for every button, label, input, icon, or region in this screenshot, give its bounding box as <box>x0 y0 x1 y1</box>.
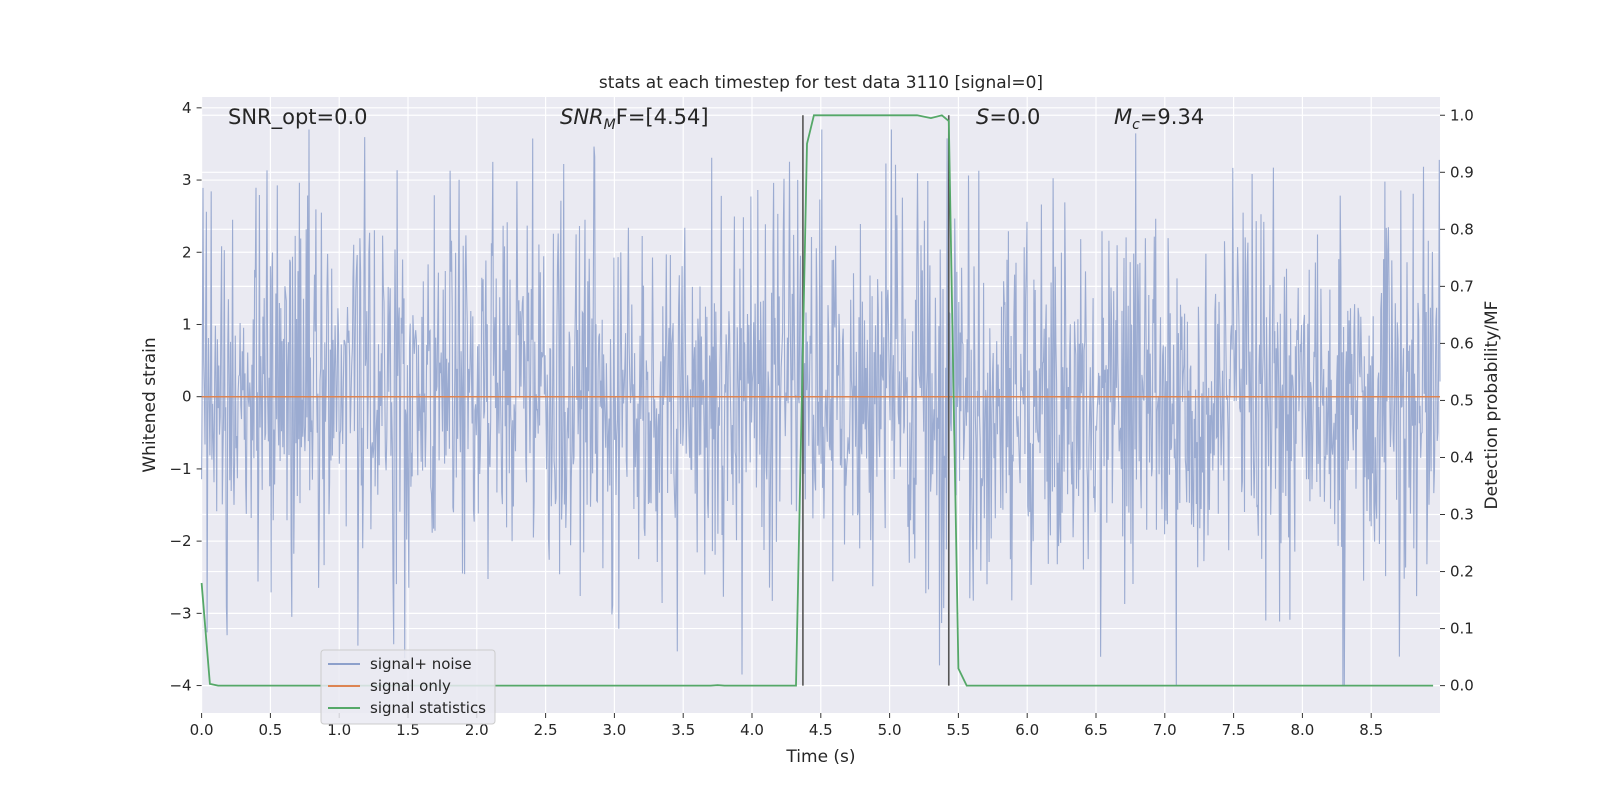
y-right-tick-label: 0.3 <box>1450 506 1474 524</box>
y-axis-right-label: Detection probability/MF <box>1482 301 1502 510</box>
x-tick-label: 6.0 <box>1015 721 1039 739</box>
y-right-tick-label: 0.7 <box>1450 277 1474 295</box>
y-right-tick-label: 0.4 <box>1450 448 1474 466</box>
y-tick-label: −3 <box>169 604 191 622</box>
y-tick-label: 4 <box>182 99 192 117</box>
x-tick-label: 8.0 <box>1290 721 1314 739</box>
annotation-s: S=0.0 <box>976 105 1040 129</box>
legend-label-signal-plus-noise: signal+ noise <box>370 655 472 673</box>
legend-label-signal-only: signal only <box>370 677 451 695</box>
plot-area <box>200 97 1441 713</box>
annotation-mc: Mc=9.34 <box>1114 105 1204 133</box>
y-right-tick-label: 1.0 <box>1450 106 1474 124</box>
x-axis-label: Time (s) <box>785 747 855 767</box>
legend-box <box>320 649 496 725</box>
legend-label-signal-statistics: signal statistics <box>370 699 486 717</box>
y-tick-label: −2 <box>169 532 191 550</box>
signal-plus-noise-line <box>201 129 1441 686</box>
legend: signal+ noise signal only signal statist… <box>320 649 496 725</box>
x-tick-label: 5.0 <box>878 721 902 739</box>
y-tick-label: 1 <box>182 315 192 333</box>
y-right-tick-label: 0.0 <box>1450 677 1474 695</box>
y-right-tick-label: 0.8 <box>1450 220 1474 238</box>
x-tick-label: 0.5 <box>258 721 282 739</box>
y-right-tick-label: 0.2 <box>1450 563 1474 581</box>
x-tick-label: 2.5 <box>534 721 558 739</box>
x-tick-label: 7.5 <box>1222 721 1246 739</box>
x-tick-label: 3.0 <box>602 721 626 739</box>
y-tick-label: 2 <box>182 243 192 261</box>
series-signal-plus-noise <box>201 129 1441 686</box>
x-tick-label: 3.5 <box>671 721 695 739</box>
y-tick-label: −4 <box>169 677 191 695</box>
x-tick-label: 2.0 <box>465 721 489 739</box>
chart-title: stats at each timestep for test data 311… <box>599 73 1043 93</box>
x-tick-label: 6.5 <box>1084 721 1108 739</box>
y-tick-label: −1 <box>169 460 191 478</box>
x-tick-label: 0.0 <box>190 721 214 739</box>
x-tick-label: 1.5 <box>396 721 420 739</box>
x-tick-label: 5.5 <box>946 721 970 739</box>
y-right-tick-label: 0.1 <box>1450 620 1474 638</box>
x-tick-label: 4.5 <box>809 721 833 739</box>
series-signal-statistics <box>200 114 1434 687</box>
x-tick-label: 7.0 <box>1153 721 1177 739</box>
y-tick-label: 3 <box>182 171 192 189</box>
y-axis-right-ticks: 1.0 0.9 0.8 0.7 0.6 0.5 0.4 0.3 0.2 0.1 0.0 <box>1440 106 1474 695</box>
y-right-tick-label: 0.5 <box>1450 391 1474 409</box>
y-axis-ticks: 4 3 2 1 0 −1 −2 −3 −4 <box>169 99 202 695</box>
y-tick-label: 0 <box>182 388 192 406</box>
y-right-tick-label: 0.9 <box>1450 163 1474 181</box>
y-right-tick-label: 0.6 <box>1450 334 1474 352</box>
x-tick-label: 8.5 <box>1359 721 1383 739</box>
x-tick-label: 1.0 <box>327 721 351 739</box>
annotation-snr-mf: SNRMF=[4.54] <box>560 105 709 133</box>
vertical-markers <box>802 115 950 686</box>
annotation-snr-opt: SNR_opt=0.0 <box>228 105 368 130</box>
x-tick-label: 4.0 <box>740 721 764 739</box>
signal-statistics-line <box>200 114 1434 687</box>
x-axis-ticks: 0.0 0.5 1.0 1.5 2.0 2.5 3.0 3.5 4.0 4.5 5.0 5.5 6.0 6… <box>190 713 1383 739</box>
y-axis-label: Whitened strain <box>140 337 160 472</box>
